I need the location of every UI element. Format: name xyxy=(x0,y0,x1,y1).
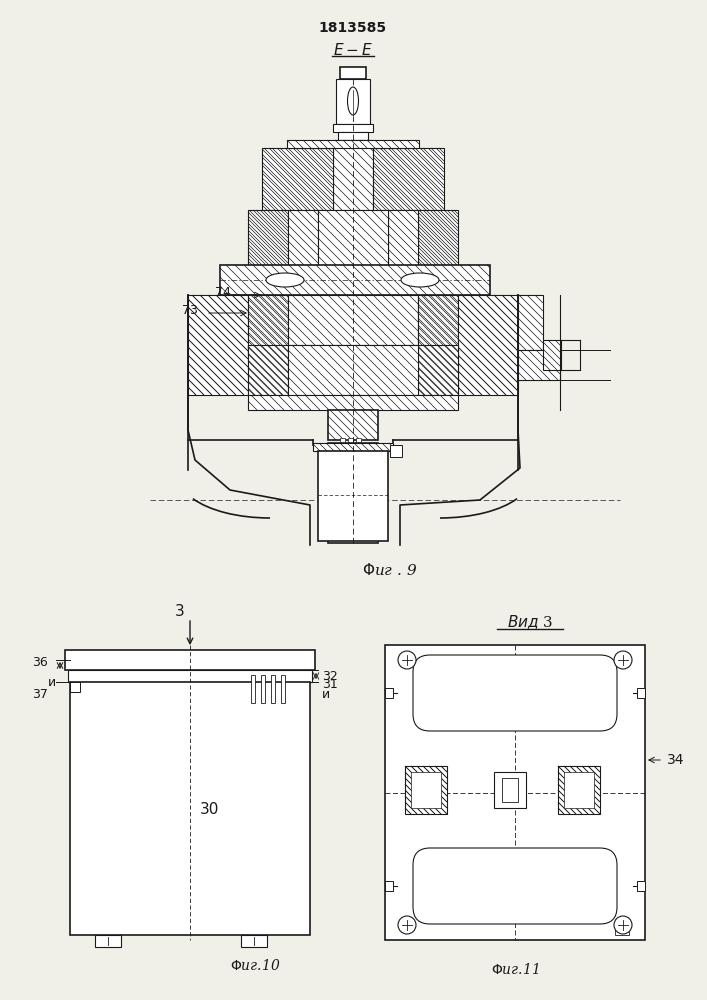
Bar xyxy=(328,410,378,440)
Bar xyxy=(68,670,312,682)
Bar xyxy=(543,340,561,370)
Bar xyxy=(338,132,368,140)
Bar xyxy=(287,140,419,148)
Bar xyxy=(637,881,645,891)
Circle shape xyxy=(614,651,632,669)
FancyBboxPatch shape xyxy=(413,655,617,731)
Bar xyxy=(418,210,458,265)
Text: 30: 30 xyxy=(200,802,220,818)
Bar xyxy=(248,295,288,355)
Bar xyxy=(328,443,378,543)
Bar xyxy=(70,682,310,935)
Bar xyxy=(333,124,373,132)
Bar xyxy=(318,451,388,541)
Bar xyxy=(388,210,418,265)
Bar xyxy=(637,688,645,698)
Bar xyxy=(348,438,353,443)
Text: 37: 37 xyxy=(32,688,48,702)
Bar xyxy=(271,675,275,703)
Bar xyxy=(458,295,518,395)
Circle shape xyxy=(398,916,416,934)
Bar xyxy=(65,650,315,670)
Bar xyxy=(615,925,629,935)
Bar xyxy=(502,778,518,802)
Bar xyxy=(336,79,370,124)
Text: $\Phi$иг . 9: $\Phi$иг . 9 xyxy=(363,562,418,578)
Text: 1813585: 1813585 xyxy=(319,21,387,35)
Ellipse shape xyxy=(401,273,439,287)
Bar xyxy=(248,345,288,395)
Bar xyxy=(564,772,594,808)
Bar xyxy=(220,265,490,295)
Bar xyxy=(70,682,80,692)
Bar xyxy=(313,443,393,451)
Bar xyxy=(340,67,366,79)
Bar xyxy=(385,881,393,891)
Text: $\Phi$иг.10: $\Phi$иг.10 xyxy=(230,958,280,972)
Bar xyxy=(390,445,402,457)
Bar xyxy=(248,210,288,265)
Text: 73: 73 xyxy=(182,304,198,316)
Bar xyxy=(333,140,373,210)
Text: 32: 32 xyxy=(322,670,338,682)
Bar xyxy=(281,675,285,703)
Circle shape xyxy=(398,651,416,669)
Bar xyxy=(418,345,458,395)
Text: $\it{E-E}$: $\it{E-E}$ xyxy=(333,42,373,58)
Bar xyxy=(518,295,543,350)
Bar xyxy=(248,395,458,410)
Text: 3: 3 xyxy=(175,604,185,619)
Bar xyxy=(188,295,248,395)
Text: 34: 34 xyxy=(667,753,684,767)
Bar xyxy=(95,935,121,947)
Ellipse shape xyxy=(348,87,358,115)
Bar xyxy=(318,210,388,265)
Bar xyxy=(385,688,393,698)
Bar xyxy=(241,935,267,947)
Bar xyxy=(385,645,645,940)
Text: 74: 74 xyxy=(215,286,231,298)
Text: и: и xyxy=(48,676,56,688)
Bar xyxy=(340,438,345,443)
Ellipse shape xyxy=(266,273,304,287)
Text: и: и xyxy=(322,688,330,702)
Text: $\Phi$иг.11: $\Phi$иг.11 xyxy=(491,962,539,978)
Bar xyxy=(288,345,418,395)
Bar xyxy=(558,766,600,814)
Text: 36: 36 xyxy=(33,656,48,668)
Bar xyxy=(411,772,441,808)
Circle shape xyxy=(614,916,632,934)
Bar xyxy=(288,295,418,345)
Bar xyxy=(418,295,458,355)
Bar xyxy=(518,350,560,380)
Bar xyxy=(494,772,526,808)
Bar xyxy=(251,675,255,703)
Text: 31: 31 xyxy=(322,678,338,692)
Bar xyxy=(262,148,333,210)
Bar xyxy=(405,766,447,814)
Bar xyxy=(373,148,444,210)
FancyBboxPatch shape xyxy=(413,848,617,924)
Bar xyxy=(261,675,265,703)
Bar xyxy=(288,210,318,265)
Text: $\it{Вид}$ 3: $\it{Вид}$ 3 xyxy=(507,613,553,631)
Bar xyxy=(356,438,361,443)
